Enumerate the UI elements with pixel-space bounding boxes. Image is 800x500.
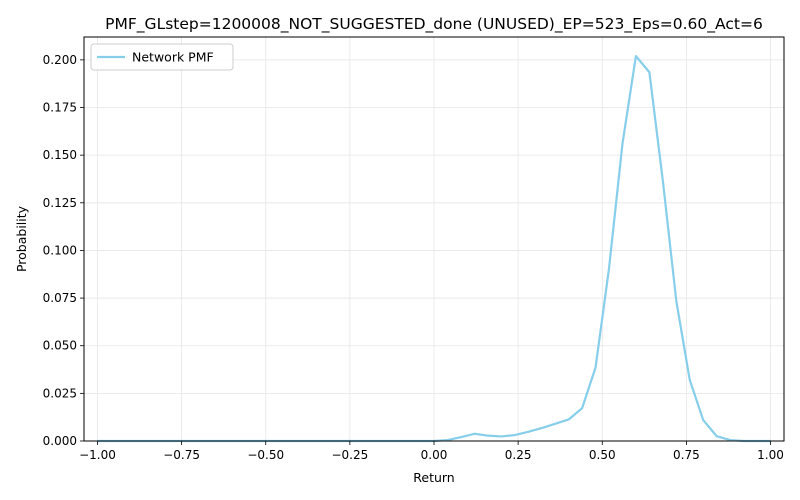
legend: Network PMF [90, 43, 234, 71]
x-tick-label: −1.00 [79, 448, 116, 462]
x-tick-label: 1.00 [757, 448, 784, 462]
y-tick-label: 0.150 [43, 148, 77, 162]
grid-lines [84, 37, 784, 442]
x-axis-label: Return [413, 470, 454, 485]
x-tick-label: 0.00 [421, 448, 448, 462]
x-tick-label: 0.25 [505, 448, 532, 462]
x-tick-label: −0.50 [247, 448, 284, 462]
x-axis-ticks: −1.00 −0.75 −0.50 −0.25 0.00 0.25 0.50 0.75 1.00 [79, 441, 784, 462]
y-tick-label: 0.200 [43, 53, 77, 67]
legend-entry-network-pmf: Network PMF [132, 50, 214, 65]
y-axis-ticks: 0.000 0.025 0.050 0.075 0.100 0.125 0.150 0.175… [43, 53, 84, 448]
y-tick-label: 0.000 [43, 434, 77, 448]
y-axis-label: Probability [14, 205, 29, 272]
y-tick-label: 0.050 [43, 339, 77, 353]
legend-box [90, 43, 234, 71]
y-tick-label: 0.025 [43, 386, 77, 400]
chart-title: PMF_GLstep=1200008_NOT_SUGGESTED_done (U… [105, 15, 763, 34]
y-tick-label: 0.125 [43, 196, 77, 210]
y-tick-label: 0.175 [43, 101, 77, 115]
x-tick-label: −0.25 [331, 448, 368, 462]
y-tick-label: 0.100 [43, 243, 77, 257]
x-tick-label: 0.75 [673, 448, 700, 462]
x-tick-label: −0.75 [163, 448, 200, 462]
y-tick-label: 0.075 [43, 291, 77, 305]
x-tick-label: 0.50 [589, 448, 616, 462]
